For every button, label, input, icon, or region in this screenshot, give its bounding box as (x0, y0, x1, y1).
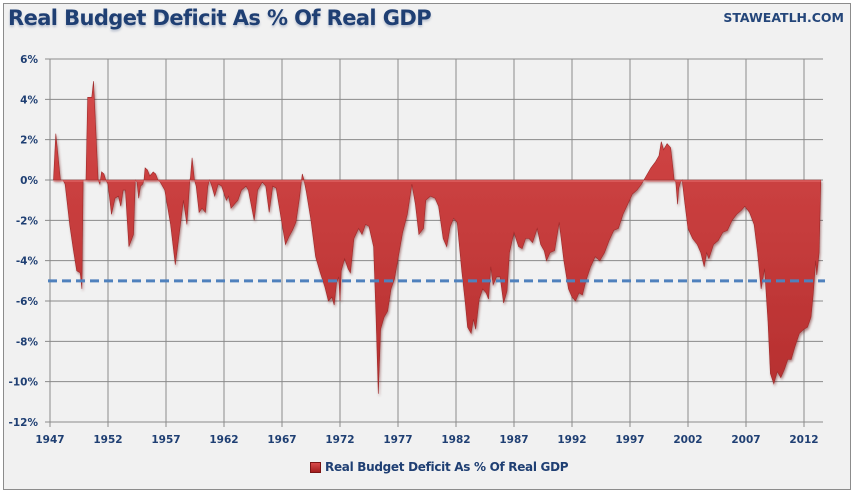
y-tick-label: 6% (20, 54, 38, 66)
x-tick-label: 1982 (441, 434, 470, 446)
y-tick-label: -8% (16, 336, 39, 348)
y-tick-label: 2% (20, 135, 38, 147)
y-tick-label: 4% (20, 94, 38, 106)
y-tick-label: -10% (9, 377, 39, 389)
legend-label: Real Budget Deficit As % Of Real GDP (325, 460, 569, 474)
x-tick-label: 1992 (557, 434, 586, 446)
legend-swatch (310, 461, 321, 473)
x-tick-label: 1967 (267, 434, 296, 446)
x-tick-label: 1977 (383, 434, 412, 446)
x-tick-label: 2002 (673, 434, 702, 446)
x-tick-label: 1947 (35, 434, 64, 446)
x-tick-label: 1962 (209, 434, 238, 446)
brand-watermark: STAWEATLH.COM (723, 10, 844, 25)
y-tick-label: -2% (16, 215, 39, 227)
gridlines (45, 58, 823, 427)
y-tick-label: 0% (20, 175, 38, 187)
chart-title: Real Budget Deficit As % Of Real GDP (8, 6, 432, 30)
legend[interactable]: Real Budget Deficit As % Of Real GDP (310, 460, 569, 474)
series-area (53, 81, 822, 394)
y-tick-label: -4% (16, 256, 39, 268)
x-tick-label: 1987 (499, 434, 528, 446)
x-tick-label: 2007 (731, 434, 760, 446)
x-tick-label: 1957 (151, 434, 180, 446)
x-tick-label: 1997 (615, 434, 644, 446)
x-tick-label: 2012 (789, 434, 818, 446)
x-tick-label: 1972 (325, 434, 354, 446)
series-area-path (53, 81, 822, 394)
y-axis-ticks: 6% 4% 2% 0% -2% -4% -6% -8% -10% -12% (9, 54, 39, 429)
y-tick-label: -12% (9, 417, 39, 429)
x-axis-ticks: 1947 1952 1957 1962 1967 1972 1977 1982 1987 1992… (35, 434, 818, 446)
y-tick-label: -6% (16, 296, 39, 308)
x-tick-label: 1952 (93, 434, 122, 446)
